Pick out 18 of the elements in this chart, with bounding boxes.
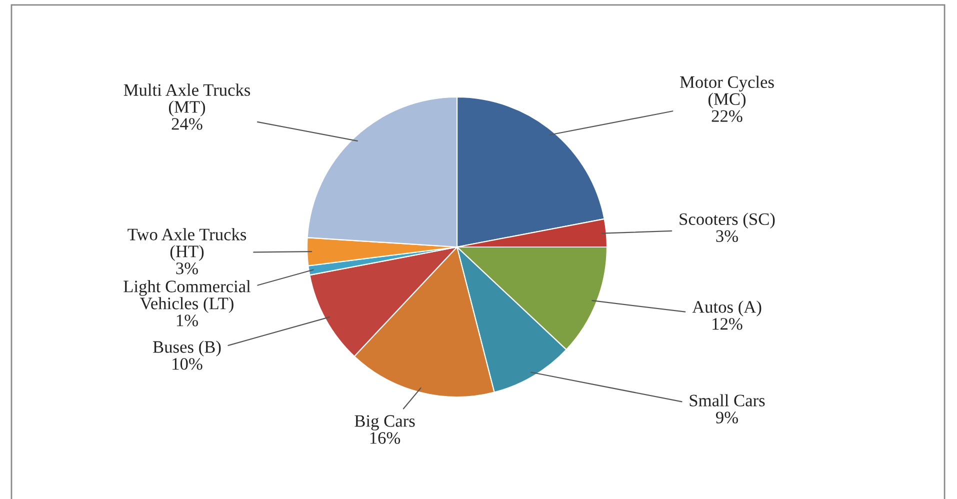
- data-label: 22%: [712, 110, 742, 122]
- slice-label: Multi Axle Trucks (MT): [124, 84, 250, 116]
- data-label: 24%: [172, 118, 202, 130]
- data-label: 3%: [176, 262, 198, 274]
- data-label: 16%: [370, 432, 400, 444]
- slice-label: Motor Cycles (MC): [680, 76, 774, 108]
- slice-label: Big Cars: [354, 415, 415, 430]
- slice-label: Buses (B): [153, 340, 221, 356]
- data-label: 10%: [172, 358, 202, 370]
- slice-label: Light Commercial Vehicles (LT): [124, 280, 251, 313]
- slice-label: Autos (A): [692, 300, 762, 316]
- data-label: 3%: [716, 230, 738, 242]
- slice-label: Scooters (SC): [680, 212, 775, 229]
- slice-label: Small Cars: [690, 394, 765, 406]
- slice-label: Two Axle Trucks (HT): [128, 228, 246, 261]
- data-label: 1%: [176, 314, 198, 326]
- data-label: 9%: [716, 412, 738, 424]
- data-label: 12%: [712, 318, 742, 330]
